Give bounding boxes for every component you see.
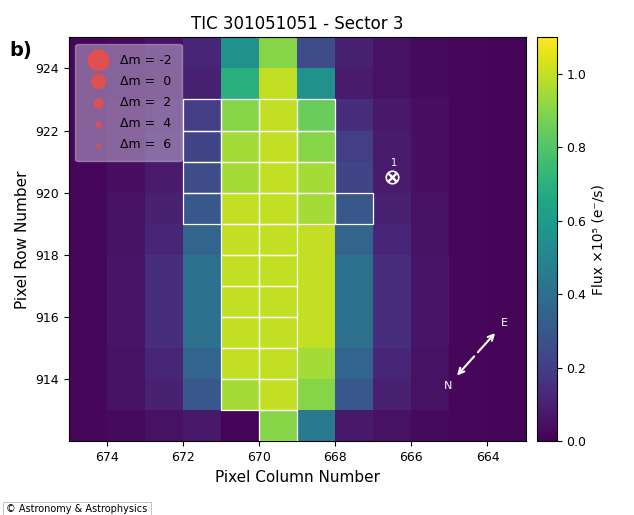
Legend: Δm = -2, Δm =  0, Δm =  2, Δm =  4, Δm =  6: Δm = -2, Δm = 0, Δm = 2, Δm = 4, Δm = 6 bbox=[75, 44, 182, 161]
Bar bbox=[183, 99, 221, 130]
Text: E: E bbox=[501, 318, 508, 328]
Bar bbox=[221, 348, 259, 379]
Bar bbox=[297, 193, 335, 224]
Bar bbox=[221, 317, 259, 348]
Bar bbox=[259, 99, 297, 130]
Y-axis label: Flux ×10⁵ (e⁻/s): Flux ×10⁵ (e⁻/s) bbox=[592, 184, 606, 295]
Text: b): b) bbox=[10, 41, 32, 60]
Title: TIC 301051051 - Sector 3: TIC 301051051 - Sector 3 bbox=[191, 15, 403, 33]
Bar bbox=[259, 193, 297, 224]
Bar bbox=[183, 162, 221, 193]
Bar bbox=[259, 224, 297, 255]
Text: N: N bbox=[444, 381, 452, 391]
Y-axis label: Pixel Row Number: Pixel Row Number bbox=[15, 170, 30, 308]
Bar bbox=[183, 130, 221, 162]
Bar bbox=[259, 286, 297, 317]
Bar bbox=[259, 317, 297, 348]
Text: © Astronomy & Astrophysics: © Astronomy & Astrophysics bbox=[6, 504, 148, 514]
Bar bbox=[221, 162, 259, 193]
Bar bbox=[183, 193, 221, 224]
Bar bbox=[259, 410, 297, 441]
Bar bbox=[221, 224, 259, 255]
Bar bbox=[221, 255, 259, 286]
Bar bbox=[259, 255, 297, 286]
Bar bbox=[259, 130, 297, 162]
Bar bbox=[221, 99, 259, 130]
Bar bbox=[221, 130, 259, 162]
Bar bbox=[221, 379, 259, 410]
Bar bbox=[259, 348, 297, 379]
Bar bbox=[259, 162, 297, 193]
Bar bbox=[335, 193, 373, 224]
Bar bbox=[297, 99, 335, 130]
Bar bbox=[221, 286, 259, 317]
Bar bbox=[297, 130, 335, 162]
Text: 1: 1 bbox=[391, 158, 397, 168]
Bar bbox=[297, 162, 335, 193]
Bar bbox=[259, 379, 297, 410]
Bar bbox=[221, 193, 259, 224]
X-axis label: Pixel Column Number: Pixel Column Number bbox=[215, 470, 380, 485]
